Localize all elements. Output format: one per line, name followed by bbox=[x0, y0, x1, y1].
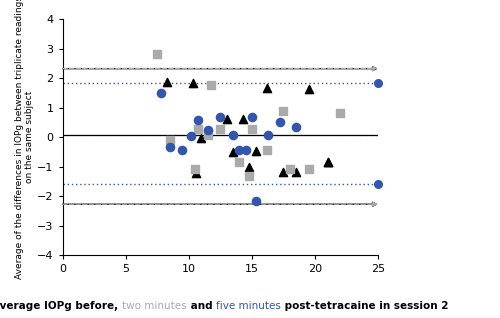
Point bbox=[229, 132, 237, 137]
Point bbox=[216, 115, 224, 120]
Point bbox=[188, 133, 196, 138]
Text: +1.96 SD: +1.96 SD bbox=[0, 317, 1, 318]
Point bbox=[157, 90, 165, 95]
Point bbox=[263, 85, 271, 90]
Point bbox=[191, 167, 199, 172]
Point bbox=[242, 147, 250, 152]
Point bbox=[263, 147, 271, 152]
Point bbox=[246, 174, 254, 179]
Point bbox=[192, 171, 200, 176]
Text: Mean diff.: Mean diff. bbox=[0, 317, 1, 318]
Point bbox=[235, 147, 243, 152]
Point bbox=[304, 86, 312, 92]
Point bbox=[304, 167, 312, 172]
Text: Mean diff.: Mean diff. bbox=[0, 317, 1, 318]
Point bbox=[324, 159, 332, 164]
Text: five minutes: five minutes bbox=[216, 301, 281, 311]
Point bbox=[248, 115, 256, 120]
Point bbox=[194, 126, 202, 131]
Point bbox=[292, 169, 300, 174]
Point bbox=[204, 127, 212, 132]
Point bbox=[166, 144, 174, 149]
Point bbox=[166, 137, 174, 142]
Point bbox=[248, 126, 256, 131]
Point bbox=[276, 120, 283, 125]
Point bbox=[216, 126, 224, 131]
Point bbox=[178, 147, 186, 152]
Y-axis label: Average of the differences in IOPg between triplicate readings
on the same subje: Average of the differences in IOPg betwe… bbox=[15, 0, 34, 279]
Point bbox=[154, 52, 162, 57]
Point bbox=[235, 159, 243, 164]
Point bbox=[280, 169, 287, 174]
Point bbox=[336, 110, 344, 115]
Point bbox=[222, 117, 230, 122]
Point bbox=[194, 117, 202, 122]
Text: Average IOPg before,: Average IOPg before, bbox=[0, 301, 122, 311]
Point bbox=[324, 159, 332, 164]
Point bbox=[252, 149, 260, 154]
Point bbox=[164, 80, 172, 85]
Point bbox=[286, 167, 294, 172]
Point bbox=[280, 108, 287, 113]
Text: two minutes: two minutes bbox=[122, 301, 186, 311]
Point bbox=[204, 132, 212, 137]
Text: and: and bbox=[186, 301, 216, 311]
Text: −1.96 SD: −1.96 SD bbox=[0, 317, 1, 318]
Text: −1.96 SD: −1.96 SD bbox=[0, 317, 1, 318]
Point bbox=[229, 149, 237, 155]
Text: +1.96 SD: +1.96 SD bbox=[0, 317, 1, 318]
Point bbox=[188, 80, 196, 86]
Point bbox=[239, 116, 247, 121]
Point bbox=[292, 124, 300, 129]
Point bbox=[208, 83, 216, 88]
Text: post-tetracaine in session 2: post-tetracaine in session 2 bbox=[281, 301, 448, 311]
Point bbox=[264, 132, 272, 137]
Point bbox=[252, 199, 260, 204]
Point bbox=[198, 135, 205, 141]
Point bbox=[246, 164, 254, 169]
